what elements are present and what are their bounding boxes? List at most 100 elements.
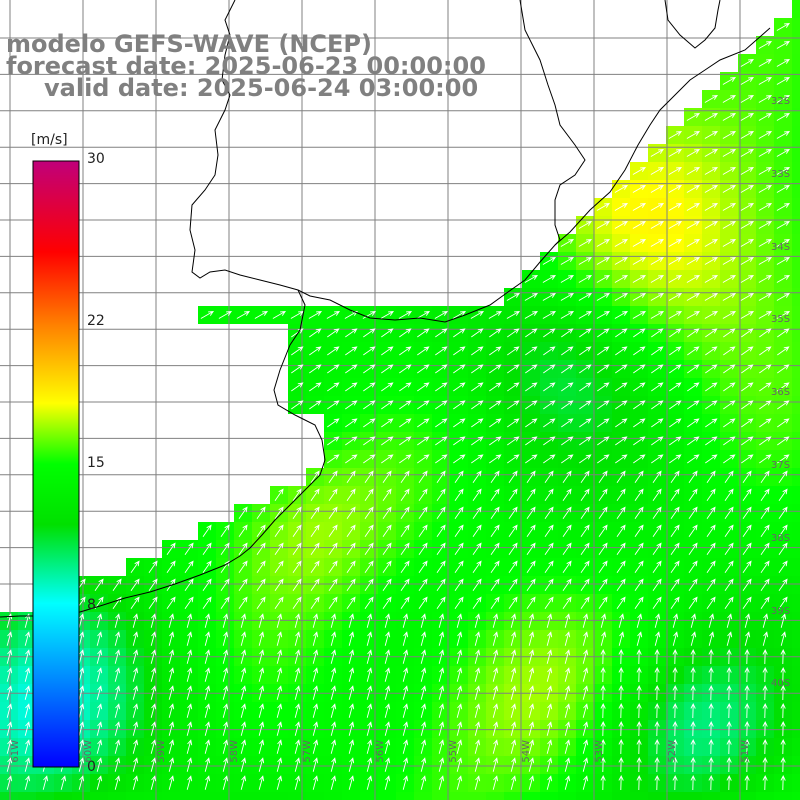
- wind-arrow: [114, 757, 121, 772]
- wind-arrow: [758, 274, 773, 283]
- wind-arrow: [454, 488, 464, 501]
- wind-arrow: [722, 238, 737, 247]
- wind-arrow: [168, 613, 175, 628]
- forecast-date: forecast date: 2025-06-23 00:00:00: [6, 52, 486, 80]
- latitude-label: 36S: [771, 387, 791, 399]
- wind-arrow: [24, 631, 31, 646]
- wind-arrow: [560, 292, 575, 301]
- coastline: [189, 0, 771, 323]
- wind-arrow: [508, 578, 518, 591]
- wind-arrow: [274, 596, 284, 609]
- wind-arrow: [474, 649, 481, 664]
- wind-speed-cell: [792, 162, 800, 180]
- wind-arrow: [704, 130, 719, 139]
- wind-arrow: [327, 382, 340, 392]
- wind-arrow: [600, 702, 606, 719]
- wind-arrow: [740, 220, 755, 229]
- wind-arrow: [327, 454, 340, 464]
- wind-arrow: [328, 488, 338, 501]
- wind-arrow: [543, 328, 556, 338]
- wind-arrow: [543, 346, 556, 356]
- wind-arrow: [276, 685, 283, 700]
- wind-arrow: [708, 774, 714, 791]
- wind-arrow: [420, 631, 427, 646]
- wind-arrow: [238, 596, 248, 609]
- wind-arrow: [490, 488, 500, 501]
- wind-arrow: [435, 328, 448, 338]
- wind-arrow: [582, 631, 589, 646]
- wind-arrow: [510, 631, 517, 646]
- wind-arrow: [508, 470, 518, 483]
- wind-arrow: [312, 631, 319, 646]
- wind-arrow: [776, 166, 791, 175]
- wind-arrow: [292, 524, 302, 537]
- wind-arrow: [24, 739, 31, 754]
- longitude-label: 51W: [740, 740, 751, 763]
- wind-arrow: [238, 542, 248, 555]
- wind-arrow: [651, 418, 664, 428]
- wind-arrow: [204, 649, 211, 664]
- wind-arrow: [760, 470, 770, 483]
- wind-arrow: [364, 488, 374, 501]
- wind-arrow: [507, 400, 520, 410]
- wind-arrow: [438, 739, 445, 754]
- wind-arrow: [669, 364, 682, 374]
- wind-arrow: [526, 506, 536, 519]
- wind-arrow: [471, 346, 484, 356]
- wind-arrow: [236, 310, 251, 319]
- wind-arrow: [240, 613, 247, 628]
- wind-arrow: [402, 649, 409, 664]
- wind-arrow: [726, 684, 732, 701]
- longitude-label: 56W: [375, 740, 386, 763]
- wind-arrow: [562, 470, 572, 483]
- wind-arrow: [345, 382, 358, 392]
- wind-arrow: [672, 631, 679, 646]
- wind-arrow: [202, 560, 212, 573]
- wind-arrow: [650, 202, 665, 211]
- wind-arrow: [272, 310, 287, 319]
- wind-arrow: [776, 292, 791, 301]
- wind-arrow: [762, 684, 768, 701]
- wind-arrow: [240, 703, 247, 718]
- wind-arrow: [418, 488, 428, 501]
- wind-arrow: [687, 436, 700, 446]
- wind-arrow: [114, 667, 121, 682]
- wind-speed-cell: [468, 792, 486, 800]
- wind-arrow: [546, 757, 553, 772]
- wind-arrow: [402, 721, 409, 736]
- wind-arrow: [706, 506, 716, 519]
- wind-arrow: [564, 703, 571, 718]
- wind-arrow: [438, 685, 445, 700]
- wind-arrow: [222, 685, 229, 700]
- wind-arrow: [759, 346, 772, 356]
- wind-arrow: [704, 256, 719, 265]
- wind-arrow: [742, 524, 752, 537]
- wind-arrow: [364, 524, 374, 537]
- wind-arrow: [132, 721, 139, 736]
- wind-arrow: [600, 684, 606, 701]
- wind-arrow: [561, 364, 574, 374]
- wind-arrow: [506, 310, 521, 319]
- wind-arrow: [670, 506, 680, 519]
- wind-speed-cell: [792, 342, 800, 360]
- wind-arrow: [346, 542, 356, 555]
- wind-speed-cell: [612, 792, 630, 800]
- wind-arrow: [220, 578, 230, 591]
- wind-arrow: [132, 775, 139, 790]
- wind-arrow: [220, 524, 230, 537]
- wind-arrow: [686, 148, 701, 157]
- wind-arrow: [312, 757, 319, 772]
- wind-speed-cell: [792, 378, 800, 396]
- wind-arrow: [652, 578, 662, 591]
- wind-arrow: [741, 364, 754, 374]
- wind-arrow: [399, 418, 412, 428]
- wind-arrow: [294, 685, 301, 700]
- wind-arrow: [418, 524, 428, 537]
- wind-arrow: [780, 774, 786, 791]
- wind-arrow: [561, 454, 574, 464]
- wind-arrow: [186, 703, 193, 718]
- wind-arrow: [579, 346, 592, 356]
- wind-arrow: [346, 578, 356, 591]
- wind-arrow: [669, 418, 682, 428]
